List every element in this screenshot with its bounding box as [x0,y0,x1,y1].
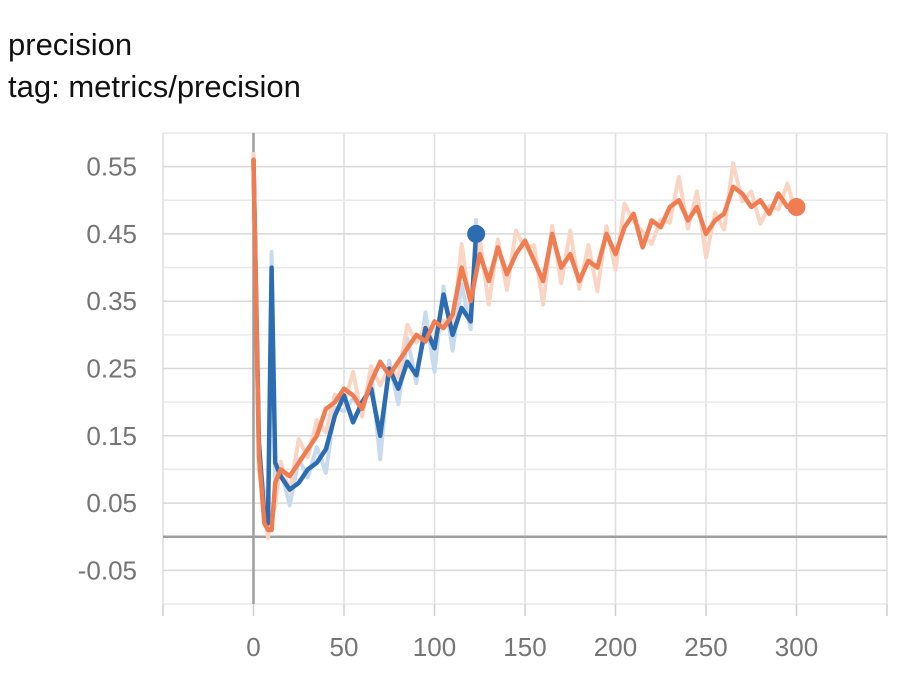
y-tick-label: 0.25 [86,354,137,384]
smoothed-series-layer [251,157,799,533]
tick-labels: -0.05 0.05 0.15 0.25 0.35 0.45 0.55 0 50 100 150 20… [78,152,818,662]
series-0-end-marker [467,224,486,243]
chart-tag: tag: metrics/precision [8,69,301,104]
y-tick-label: 0.55 [86,152,137,182]
x-tick-label: 300 [775,632,818,662]
x-tick-label: 250 [684,632,727,662]
y-tick-label: 0.05 [86,488,137,518]
y-tick-label: 0.15 [86,421,137,451]
chart-title: precision [8,27,133,62]
x-tick-label: 50 [330,632,359,662]
series-0-line [251,157,479,526]
series-1-line [251,157,799,533]
y-tick-label: 0.35 [86,286,137,316]
x-tick-label: 150 [503,632,546,662]
series-end-markers [467,198,806,243]
y-tick-label: 0.45 [86,219,137,249]
series-1-end-marker [787,198,806,217]
x-tick-label: 0 [246,632,260,662]
y-tick-label: -0.05 [78,555,137,585]
x-tick-label: 100 [413,632,456,662]
x-tick-label: 200 [594,632,637,662]
